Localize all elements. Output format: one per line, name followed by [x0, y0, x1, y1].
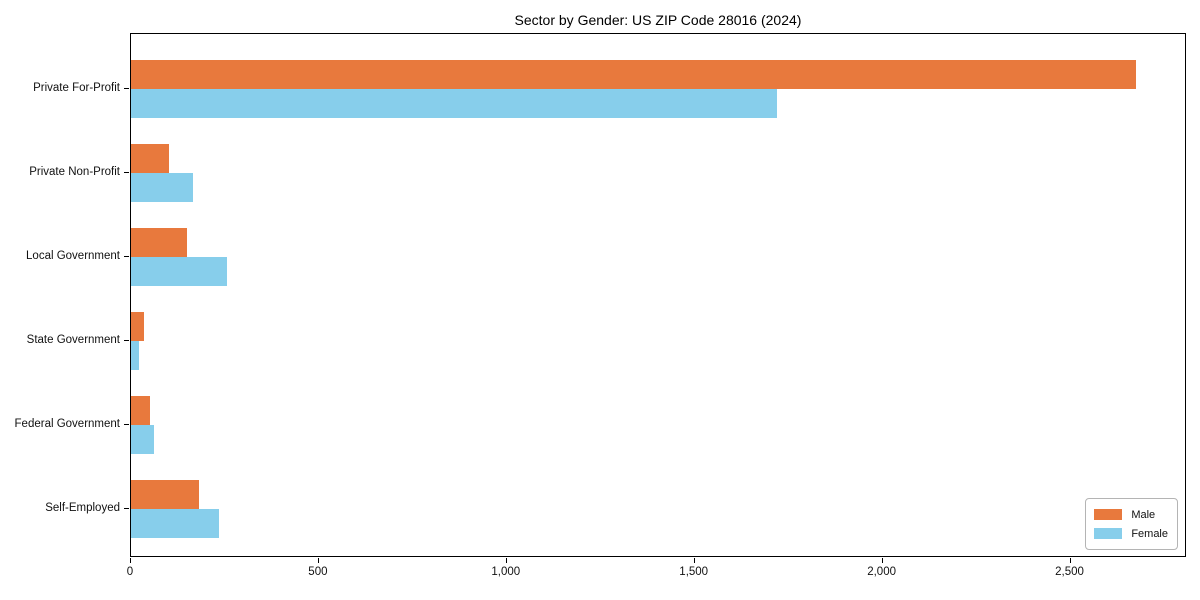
bar-female — [131, 509, 220, 538]
bar-female — [131, 341, 139, 370]
y-tick — [124, 340, 129, 341]
bar-male — [131, 60, 1137, 89]
bar-male — [131, 312, 145, 341]
bar-male — [131, 396, 150, 425]
legend-swatch-female-icon — [1094, 528, 1123, 539]
bar-female — [131, 257, 227, 286]
y-axis-label: State Government — [26, 334, 120, 346]
y-tick — [124, 508, 129, 509]
x-tick — [693, 558, 695, 563]
legend-item-male: Male — [1094, 505, 1168, 524]
legend: Male Female — [1085, 498, 1178, 550]
y-tick — [124, 424, 129, 425]
x-tick — [130, 558, 131, 563]
chart-title: Sector by Gender: US ZIP Code 28016 (202… — [514, 12, 802, 28]
x-tick — [881, 558, 883, 563]
x-axis-label: 2,000 — [867, 566, 896, 578]
x-tick — [1069, 558, 1071, 563]
x-tick — [317, 558, 319, 563]
y-axis-label: Private For-Profit — [33, 82, 120, 94]
x-tick — [505, 558, 507, 563]
x-axis-label: 0 — [126, 566, 134, 578]
y-axis-label: Local Government — [26, 250, 120, 262]
x-axis-label: 500 — [308, 566, 328, 578]
bar-male — [131, 144, 169, 173]
x-axis-label: 1,000 — [491, 566, 521, 578]
x-axis-label: 1,500 — [679, 566, 709, 578]
bar-female — [131, 89, 778, 118]
legend-label-female: Female — [1131, 527, 1168, 540]
bar-male — [131, 228, 188, 257]
y-tick — [124, 88, 129, 89]
y-axis-label: Self-Employed — [45, 502, 120, 514]
y-axis-label: Federal Government — [14, 418, 120, 430]
plot-area: Male Female — [130, 33, 1186, 557]
legend-swatch-male-icon — [1094, 509, 1123, 520]
bar-male — [131, 480, 199, 509]
x-axis-label: 2,500 — [1055, 566, 1084, 578]
bar-female — [131, 173, 193, 202]
y-tick — [124, 172, 129, 173]
bar-female — [131, 425, 154, 454]
y-axis-label: Private Non-Profit — [29, 166, 120, 178]
legend-item-female: Female — [1094, 524, 1168, 543]
legend-label-male: Male — [1131, 508, 1156, 521]
y-tick — [124, 256, 129, 257]
